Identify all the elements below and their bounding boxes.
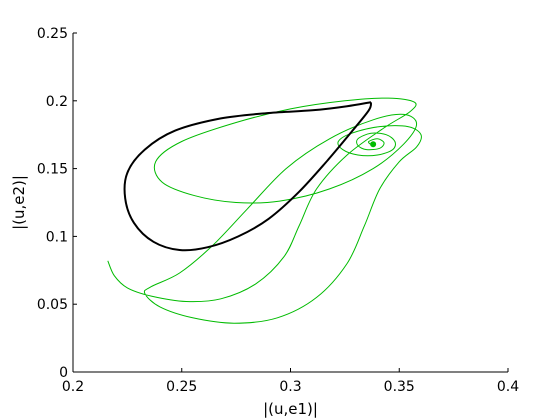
periodic-orbit-line <box>123 101 372 252</box>
x-tick-label: 0.25 <box>166 379 197 395</box>
x-tick-label: 0.4 <box>497 379 519 395</box>
x-axis-label: |(u,e1)| <box>263 400 318 418</box>
y-tick-label: 0 <box>59 365 68 381</box>
trajectory-line <box>107 97 422 324</box>
y-tick-label: 0.15 <box>37 162 68 178</box>
axes <box>72 33 508 373</box>
y-tick-label: 0.1 <box>46 229 68 245</box>
y-tick-label: 0.05 <box>37 297 68 313</box>
ticks: 0.2 0.25 0.3 0.35 0.4 0 0.05 0.1 0.15 0.2 0.25 <box>37 26 519 395</box>
x-tick-label: 0.2 <box>62 379 84 395</box>
y-tick-label: 0.25 <box>37 26 68 42</box>
x-tick-label: 0.35 <box>384 379 415 395</box>
fixed-point-marker <box>370 141 377 148</box>
series-layer <box>107 97 422 324</box>
y-tick-label: 0.2 <box>46 94 68 110</box>
y-axis-label: |(u,e2)| <box>10 175 28 230</box>
x-tick-label: 0.3 <box>279 379 301 395</box>
plot-area: 0.2 0.25 0.3 0.35 0.4 0 0.05 0.1 0.15 0.2 0.25 |(u… <box>10 26 519 418</box>
